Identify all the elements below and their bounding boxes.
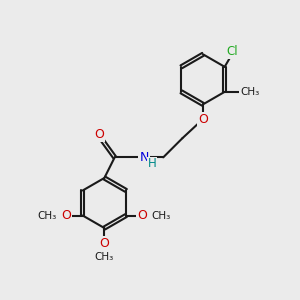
Text: O: O xyxy=(99,237,109,250)
Text: O: O xyxy=(198,112,208,126)
Text: CH₃: CH₃ xyxy=(95,253,114,262)
Text: CH₃: CH₃ xyxy=(152,211,171,220)
Text: N: N xyxy=(140,151,149,164)
Text: O: O xyxy=(94,128,104,142)
Text: CH₃: CH₃ xyxy=(240,87,259,97)
Text: Cl: Cl xyxy=(227,45,239,58)
Text: O: O xyxy=(61,209,71,222)
Text: CH₃: CH₃ xyxy=(38,211,57,220)
Text: O: O xyxy=(137,209,147,222)
Text: H: H xyxy=(148,157,157,170)
